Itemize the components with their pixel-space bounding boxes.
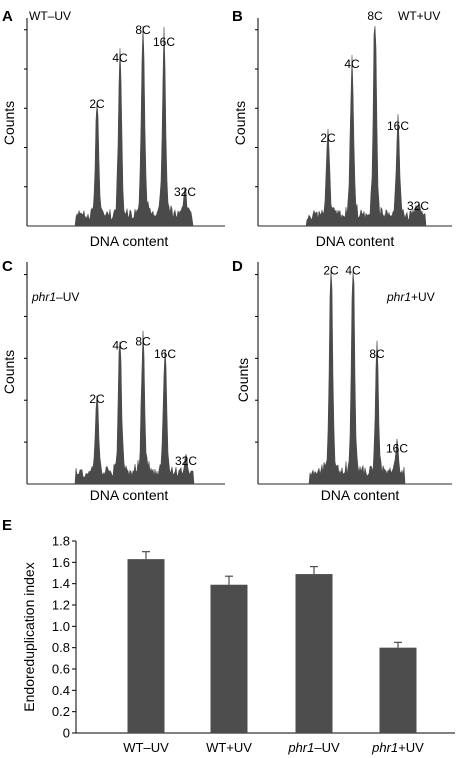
bar [127,559,165,733]
condition-label-b: WT+UV [398,9,440,23]
y-tick-label: 0 [63,726,70,741]
peak-label-32c: 32C [175,454,197,468]
peak-label-16c: 16C [154,347,176,361]
peak-label-4c: 4C [112,339,128,353]
bar [295,574,333,733]
category-label: phr1+UV [371,740,424,755]
panel-letter-e: E [2,517,12,534]
bar [379,647,417,733]
panel-e: E Endoreduplication index 0 0.2 0.4 0.6 0.8 1… [2,517,455,755]
histogram-d: 2C 4C 8C 16C [255,262,452,485]
y-tick-label: 1.8 [52,534,70,549]
y-tick-label: 0.6 [52,662,70,677]
category-label: WT–UV [123,740,169,755]
peak-label-8c: 8C [135,23,151,37]
y-axis-label-e: Endoreduplication index [21,562,37,711]
panel-b: B WT+UV Counts DNA content 2C 4C 8C 16C 32C [232,8,452,249]
histogram-trace [27,330,225,485]
y-axis-label-a: Counts [1,101,17,145]
peak-label-8c: 8C [369,347,385,361]
x-axis-label-c: DNA content [90,487,169,503]
condition-italic-c: phr1 [31,290,56,304]
peak-label-8c: 8C [135,334,151,348]
condition-italic-d: phr1 [386,290,411,304]
peak-label-2c: 2C [89,97,105,111]
y-axis-label-c: Counts [1,350,17,394]
y-axis-label-d: Counts [235,358,251,402]
y-tick-label: 0.8 [52,640,70,655]
peak-label-8c: 8C [367,9,383,23]
category-label: WT+UV [206,740,252,755]
panel-letter-b: B [232,8,243,25]
peak-label-16c: 16C [386,441,408,455]
peak-label-4c: 4C [344,57,360,71]
panel-letter-c: C [2,258,13,275]
panel-letter-a: A [2,8,13,25]
peak-label-16c: 16C [387,119,409,133]
y-tick-label: 1.6 [52,555,70,570]
y-axis-label-b: Counts [232,101,248,145]
histogram-trace [258,269,452,485]
x-axis-label-d: DNA content [321,487,400,503]
peak-label-2c: 2C [320,131,336,145]
histogram-trace [27,25,225,227]
y-tick-label: 1.0 [52,619,70,634]
peak-label-2c: 2C [89,392,105,406]
y-tick-label: 0.2 [52,704,70,719]
y-tick-label: 1.2 [52,598,70,613]
y-tick-label: 0.4 [52,683,70,698]
condition-label-a: WT–UV [29,9,71,23]
panel-d: D phr1+UV Counts DNA content 2C 4C 8C 16C [232,258,452,503]
peak-label-2c: 2C [323,264,339,278]
x-axis-label-a: DNA content [90,233,169,249]
y-tick-label: 1.4 [52,576,70,591]
peak-label-32c: 32C [407,199,429,213]
histogram-trace [258,25,452,227]
histogram-b: 2C 4C 8C 16C 32C [255,9,452,227]
peak-label-16c: 16C [153,35,175,49]
peak-label-4c: 4C [345,264,361,278]
bar-chart-e: 0 0.2 0.4 0.6 0.8 1.0 1.2 1.4 1.6 1.8 WT–UV WT+UV ph… [52,534,455,755]
condition-rest-c: –UV [56,290,79,304]
condition-label-c: phr1–UV [31,290,79,304]
category-label: phr1–UV [287,740,340,755]
condition-label-d: phr1+UV [386,290,435,304]
condition-rest-d: +UV [411,290,435,304]
panel-letter-d: D [232,258,243,275]
peak-label-4c: 4C [112,51,128,65]
bar [210,584,248,733]
x-axis-label-b: DNA content [316,233,395,249]
peak-label-32c: 32C [174,185,196,199]
